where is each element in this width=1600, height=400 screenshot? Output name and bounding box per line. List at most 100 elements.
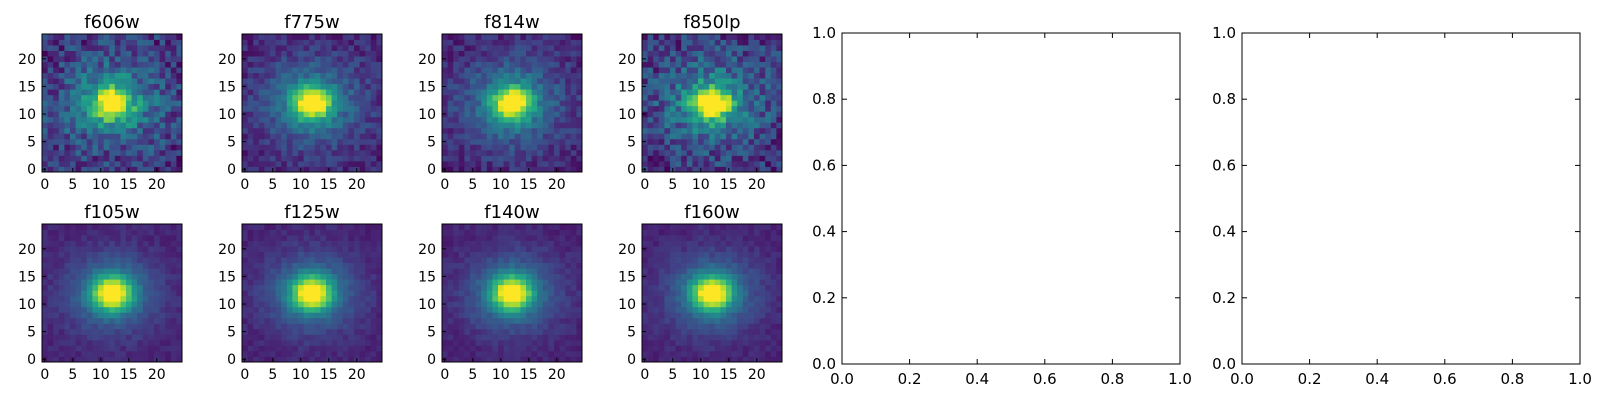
heatmap-cell (348, 89, 355, 96)
heatmap-cell (376, 166, 383, 173)
heatmap-cell (354, 45, 360, 51)
heatmap-cell (264, 56, 271, 62)
heatmap-cell (565, 72, 572, 79)
heatmap-cell (570, 149, 577, 156)
heatmap-cell (354, 94, 360, 101)
heatmap-cell (748, 56, 755, 62)
heatmap-cell (514, 78, 521, 85)
heatmap-cell (120, 34, 127, 40)
heatmap-cell (154, 273, 160, 280)
heatmap-cell (354, 251, 360, 258)
heatmap-cell (86, 339, 93, 346)
heatmap-cell (154, 240, 160, 247)
heatmap-cell (526, 39, 532, 46)
heatmap-cell (154, 100, 160, 107)
heatmap-cell (247, 273, 254, 280)
heatmap-cell (475, 301, 482, 308)
heatmap-cell (70, 89, 76, 96)
heatmap-cell (658, 345, 665, 352)
heatmap-cell (570, 78, 577, 85)
heatmap-cell (320, 301, 327, 308)
heatmap-cell (537, 122, 544, 129)
heatmap-cell (109, 240, 116, 247)
heatmap-cell (548, 105, 555, 112)
heatmap-cell (253, 262, 260, 269)
heatmap-cell (337, 284, 344, 291)
heatmap-cell (559, 312, 566, 319)
heatmap-cell (576, 356, 583, 363)
heatmap-cell (64, 166, 71, 173)
heatmap-cell (159, 240, 166, 247)
x-tick-label: 10 (292, 367, 310, 383)
heatmap-cell (98, 350, 104, 357)
heatmap-cell (675, 306, 682, 313)
heatmap-cell (331, 257, 338, 264)
heatmap-cells (642, 224, 783, 363)
heatmap-cell (154, 284, 160, 291)
heatmap-cell (703, 72, 710, 79)
heatmap-cell (109, 317, 116, 324)
heatmap-cell (309, 345, 316, 352)
heatmap-cell (242, 323, 248, 330)
heatmap-cell (470, 251, 476, 258)
heatmap-cell (703, 312, 710, 319)
heatmap-cell (337, 78, 344, 85)
heatmap-cell (664, 39, 671, 46)
heatmap-cell (537, 301, 544, 308)
heatmap-cell (314, 83, 321, 90)
heatmap-cell (314, 268, 321, 275)
heatmap-cell (114, 89, 121, 96)
heatmap-cell (359, 290, 366, 297)
heatmap-cell (714, 273, 721, 280)
heatmap-cell (258, 78, 265, 85)
heatmap-cell (475, 262, 482, 269)
heatmap-cell (748, 350, 755, 357)
heatmap-cell (148, 345, 155, 352)
heatmap-cell (126, 235, 132, 241)
heatmap-cell (548, 122, 555, 129)
heatmap-cell (170, 328, 177, 335)
heatmap-cell (447, 105, 454, 112)
heatmap-cell (298, 122, 304, 129)
heatmap-cell (742, 339, 749, 346)
heatmap-cell (675, 127, 682, 134)
heatmap-cell (98, 116, 104, 123)
heatmap-cell (253, 273, 260, 280)
heatmap-cell (270, 72, 276, 79)
heatmap-cell (475, 133, 482, 140)
heatmap-cell (447, 67, 454, 74)
heatmap-cell (376, 155, 383, 162)
heatmap-cell (359, 94, 366, 101)
heatmap-cell (309, 235, 316, 241)
heatmap-cell (58, 334, 65, 341)
heatmap-cell (554, 350, 560, 357)
heatmap-cell (365, 328, 372, 335)
heatmap-cell (759, 138, 766, 145)
heatmap-cell (137, 339, 144, 346)
heatmap-cell (303, 273, 310, 280)
heatmap-cell (531, 235, 538, 241)
heatmap-cell (314, 100, 321, 107)
heatmap-cell (359, 67, 366, 74)
heatmap-cell (81, 268, 88, 275)
heatmap-cell (247, 89, 254, 96)
heatmap-cell (275, 312, 282, 319)
heatmap-cell (453, 39, 460, 46)
heatmap-cell (520, 350, 527, 357)
heatmap-cell (314, 356, 321, 363)
heatmap-cell (509, 240, 516, 247)
heatmap-cell (70, 295, 76, 302)
heatmap-cell (242, 67, 248, 74)
heatmap-cell (114, 45, 121, 51)
heatmap-cell (103, 94, 110, 101)
heatmap-cell (776, 94, 783, 101)
heatmap-cell (642, 284, 648, 291)
heatmap-cell (759, 312, 766, 319)
heatmap-cell (337, 160, 344, 167)
heatmap-cell (542, 61, 549, 68)
heatmap-cell (475, 356, 482, 363)
heatmap-cell (370, 306, 377, 313)
heatmap-cell (47, 72, 54, 79)
heatmap-cell (453, 262, 460, 269)
heatmap-cell (342, 116, 349, 123)
